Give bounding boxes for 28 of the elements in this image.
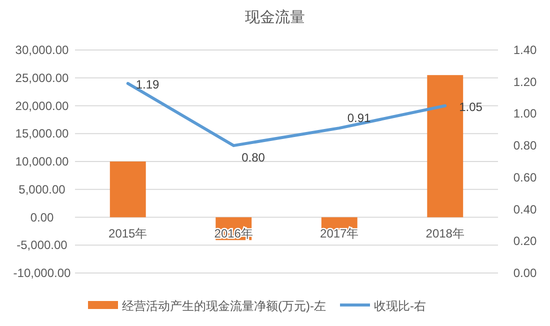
data-label: 0.80	[242, 150, 266, 165]
y-tick-label: 0.00	[30, 210, 54, 224]
bar	[110, 162, 146, 218]
x-tick-label: 2018年	[426, 226, 464, 240]
legend-label: 收现比-右	[374, 299, 426, 313]
legend-label: 经营活动产生的现金流量净额(万元)-左	[122, 299, 326, 313]
x-tick-label: 2017年	[320, 226, 359, 240]
y2-tick-label: 0.60	[513, 170, 537, 184]
y-tick-label: -10,000.00	[13, 266, 72, 280]
y-tick-label: 20,000.00	[15, 98, 70, 113]
y-tick-label: 30,000.00	[15, 43, 70, 57]
y-tick-label: 5,000.00	[18, 182, 66, 196]
x-tick-label: 2015年	[108, 226, 148, 240]
y2-tick-label: 1.20	[513, 74, 537, 89]
y2-tick-label: 1.40	[513, 43, 537, 57]
data-label: 0.91	[347, 111, 372, 126]
y-tick-label: 10,000.00	[15, 154, 70, 168]
y2-tick-label: 0.80	[513, 138, 537, 153]
y-tick-label: 15,000.00	[15, 126, 70, 141]
line-series	[126, 82, 447, 148]
y2-tick-label: 1.00	[513, 106, 537, 121]
y-tick-label: 25,000.00	[15, 70, 70, 85]
data-label: 1.19	[136, 77, 160, 92]
y2-tick-label: 0.00	[513, 266, 537, 280]
y2-tick-label: 0.20	[513, 234, 537, 248]
chart-title: 现金流量	[245, 9, 305, 26]
y-tick-label: -5,000.00	[16, 238, 68, 252]
y2-tick-label: 0.40	[513, 202, 537, 216]
